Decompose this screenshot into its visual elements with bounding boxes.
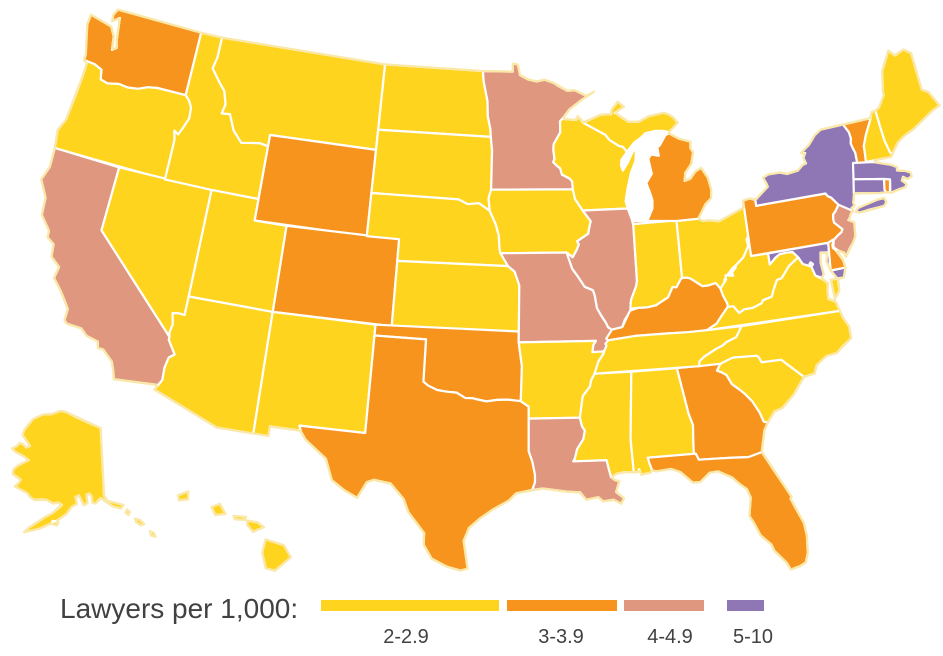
svg-text:2-2.9: 2-2.9 [383,626,429,648]
svg-text:Lawyers per 1,000:: Lawyers per 1,000: [60,593,298,624]
svg-text:4-4.9: 4-4.9 [647,626,693,648]
svg-text:5-10: 5-10 [733,626,773,648]
svg-text:3-3.9: 3-3.9 [538,626,584,648]
